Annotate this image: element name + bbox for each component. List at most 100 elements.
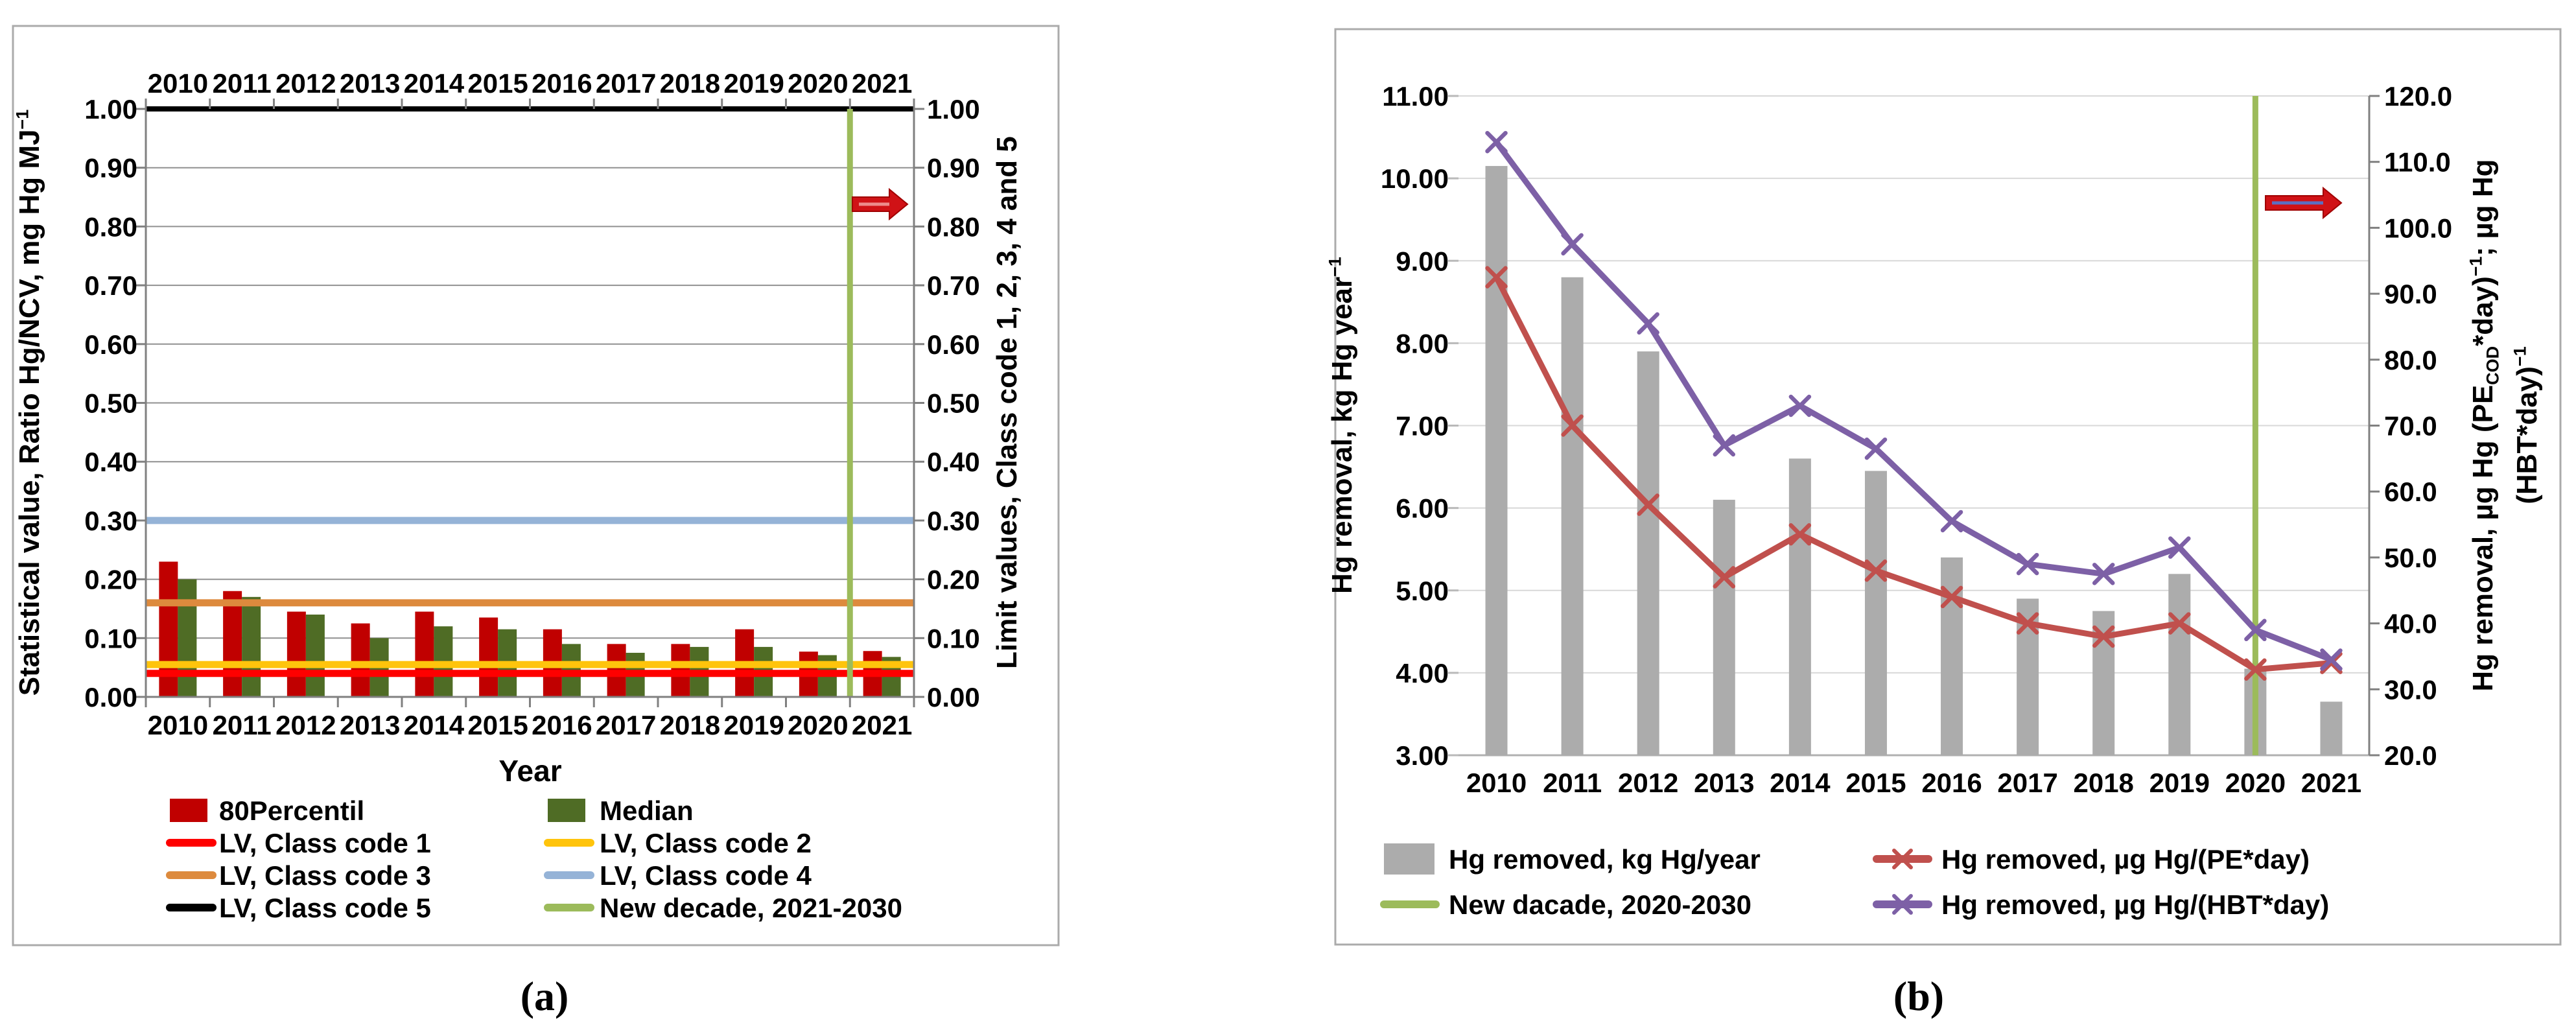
label: 1.00 bbox=[84, 94, 137, 124]
label: 2021 bbox=[852, 710, 912, 740]
label: 2013 bbox=[340, 68, 400, 99]
arrow-b bbox=[2265, 186, 2343, 220]
legend-b: Hg removed, kg Hg/year Hg removed, µg Hg/… bbox=[1380, 843, 2329, 920]
bar-hg-removed bbox=[1485, 166, 1508, 755]
y-axis-left-labels-b: 11.00 10.00 9.00 8.00 7.00 6.00 5.00 4.00 3.00 bbox=[1381, 81, 1449, 771]
legend-item: Hg removed, kg Hg/year bbox=[1384, 843, 1761, 875]
caption-b: (b) bbox=[1893, 973, 1945, 1019]
label: 0.80 bbox=[927, 211, 980, 242]
label: 2013 bbox=[340, 710, 400, 740]
label: 2010 bbox=[1466, 768, 1527, 798]
legend-label: Hg removed, µg Hg/(HBT*day) bbox=[1941, 889, 2329, 920]
legend-item: Median bbox=[548, 795, 694, 826]
label: 2015 bbox=[467, 68, 528, 99]
label: 11.00 bbox=[1382, 81, 1449, 112]
legend-label: LV, Class code 4 bbox=[600, 860, 812, 891]
label: 2012 bbox=[275, 710, 336, 740]
label: 0.60 bbox=[84, 329, 137, 360]
axes-b bbox=[2368, 95, 2380, 757]
legend-item: LV, Class code 1 bbox=[166, 828, 431, 858]
label: 0.40 bbox=[84, 447, 137, 477]
label: 4.00 bbox=[1396, 658, 1449, 688]
legend-item: Hg removed, µg Hg/(PE*day) bbox=[1873, 844, 2310, 875]
label: 2017 bbox=[596, 710, 656, 740]
label: 10.00 bbox=[1381, 163, 1449, 194]
panel-a: 2010 2011 2012 2013 2014 2015 2016 2017 2018 2019… bbox=[12, 25, 1060, 946]
legend-item: 80Percentil bbox=[170, 795, 364, 826]
label: 2014 bbox=[404, 68, 465, 99]
bar-80percentil bbox=[223, 591, 242, 697]
panel-b: 2010 2011 2012 2013 2014 2015 2016 2017 2018 2019… bbox=[1325, 28, 2562, 946]
label: 3.00 bbox=[1396, 740, 1449, 771]
label: 2015 bbox=[467, 710, 528, 740]
legend-label: Median bbox=[600, 795, 694, 826]
legend-label: New dacade, 2020-2030 bbox=[1449, 889, 1751, 920]
label: 5.00 bbox=[1396, 576, 1449, 606]
label: 2014 bbox=[404, 710, 465, 740]
label: 90.0 bbox=[2384, 279, 2437, 309]
label: 2017 bbox=[1997, 768, 2057, 798]
label: 7.00 bbox=[1396, 411, 1449, 441]
label: 0.50 bbox=[84, 388, 137, 419]
y-axis-title-left-a: Statistical value, Ratio Hg/NCV, mg Hg M… bbox=[12, 110, 45, 696]
label: 2020 bbox=[788, 68, 848, 99]
axis-title: Limit values, Class code 1, 2, 3, 4 and … bbox=[991, 136, 1023, 669]
axis-title: Hg removal, kg Hg year−1 bbox=[1325, 257, 1358, 594]
legend-label: LV, Class code 5 bbox=[219, 893, 431, 923]
legend-item: Hg removed, µg Hg/(HBT*day) bbox=[1873, 889, 2329, 920]
bar-hg-removed bbox=[1864, 471, 1887, 755]
label: 2012 bbox=[1618, 768, 1678, 798]
panel-b-border bbox=[1334, 28, 2562, 946]
bar-hg-removed bbox=[2168, 574, 2191, 755]
arrow-a bbox=[852, 187, 909, 221]
bars-b bbox=[1485, 166, 2343, 755]
bar-80percentil bbox=[351, 623, 370, 697]
label: 2018 bbox=[2073, 768, 2133, 798]
legend-label: Hg removed, kg Hg/year bbox=[1449, 844, 1761, 875]
label: 2021 bbox=[2301, 768, 2361, 798]
bar-hg-removed bbox=[2320, 701, 2343, 755]
line-series-pe bbox=[1485, 266, 2343, 681]
label: 0.30 bbox=[84, 506, 137, 536]
label: 120.0 bbox=[2384, 81, 2452, 112]
label: 2012 bbox=[275, 68, 336, 99]
label: 2017 bbox=[596, 68, 656, 99]
label: 0.00 bbox=[84, 682, 137, 712]
label: 50.0 bbox=[2384, 543, 2437, 573]
y-axis-title-left-b: Hg removal, kg Hg year−1 bbox=[1325, 257, 1358, 594]
label: 2018 bbox=[660, 68, 720, 99]
label: 2013 bbox=[1694, 768, 1754, 798]
label: 0.10 bbox=[927, 623, 980, 653]
grid-b bbox=[1448, 95, 2369, 757]
legend-item: LV, Class code 4 bbox=[544, 860, 812, 891]
y-axis-title-right-b1: Hg removal, µg Hg (PECOD*day)−1; µg Hg bbox=[2466, 159, 2502, 691]
label: 2018 bbox=[660, 710, 720, 740]
label: 0.30 bbox=[927, 506, 980, 536]
axes-a bbox=[135, 99, 924, 707]
legend-label: Hg removed, µg Hg/(PE*day) bbox=[1941, 844, 2310, 875]
label: 8.00 bbox=[1396, 328, 1449, 358]
label: 2016 bbox=[532, 710, 592, 740]
y-axis-title-right-b2: (HBT*day)−1 bbox=[2510, 346, 2543, 504]
label: 2020 bbox=[788, 710, 848, 740]
label: 0.70 bbox=[84, 270, 137, 301]
label: Year bbox=[498, 754, 561, 788]
label: 40.0 bbox=[2384, 609, 2437, 639]
legend-label: LV, Class code 2 bbox=[600, 828, 812, 858]
label: 0.80 bbox=[84, 211, 137, 242]
label: 2010 bbox=[148, 710, 208, 740]
label: 2019 bbox=[723, 710, 784, 740]
x-axis-labels-b: 2010 2011 2012 2013 2014 2015 2016 2017 2018 2019… bbox=[1466, 768, 2361, 798]
label: 0.90 bbox=[84, 153, 137, 183]
limit-lines-a bbox=[146, 106, 914, 677]
legend-item: New dacade, 2020-2030 bbox=[1380, 889, 1751, 920]
label: 2010 bbox=[148, 68, 208, 99]
label: 80.0 bbox=[2384, 345, 2437, 375]
bar-hg-removed bbox=[1561, 277, 1584, 755]
label: 2021 bbox=[852, 68, 912, 99]
axis-title: Hg removal, µg Hg (PECOD*day)−1; µg Hg bbox=[2466, 159, 2502, 691]
axis-title: Statistical value, Ratio Hg/NCV, mg Hg M… bbox=[12, 110, 45, 696]
label: 0.50 bbox=[927, 388, 980, 419]
label: 2011 bbox=[213, 710, 272, 740]
label: 0.70 bbox=[927, 270, 980, 301]
